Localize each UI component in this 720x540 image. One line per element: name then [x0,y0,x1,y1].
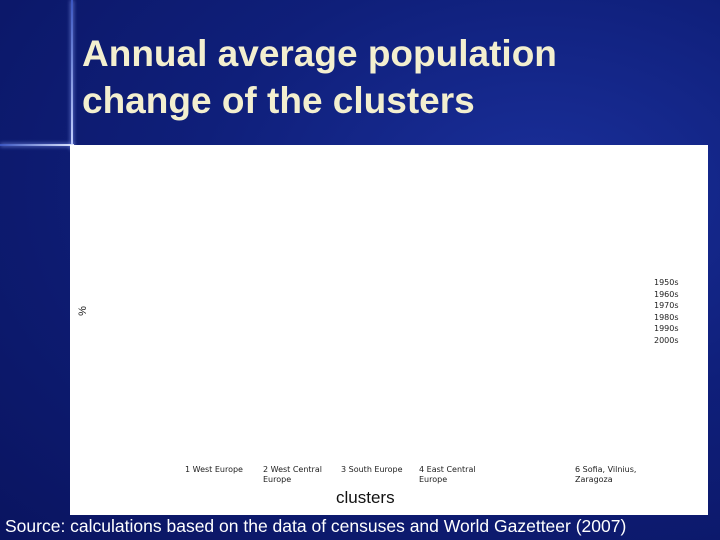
legend-label: 1950s [654,278,679,287]
legend-label: 1960s [654,289,679,299]
legend-label: 1980s [654,312,679,322]
x-tick-label: 2 West Central Europe [263,465,322,484]
slide-title: Annual average population change of the … [82,33,557,121]
legend-label: 1970s [654,301,679,310]
chart-svg [70,145,708,515]
source-note: Source: calculations based on the data o… [5,516,627,536]
x-axis-label: clusters [336,488,395,507]
x-tick-label: 6 Sofia, Vilnius, Zaragoza [575,465,637,484]
x-tick-label: 4 East Central Europe [419,465,476,484]
x-tick-label: 3 South Europe [341,465,403,474]
legend-label: 1990s [654,324,679,333]
y-axis-label: % [76,306,89,316]
x-tick-label: 1 West Europe [185,465,243,474]
legend-label: 2000s [654,335,679,345]
decor-line [71,0,73,150]
chart: % clusters 1 West Europe 2 West Central E… [70,145,708,515]
decor-line [0,144,74,146]
